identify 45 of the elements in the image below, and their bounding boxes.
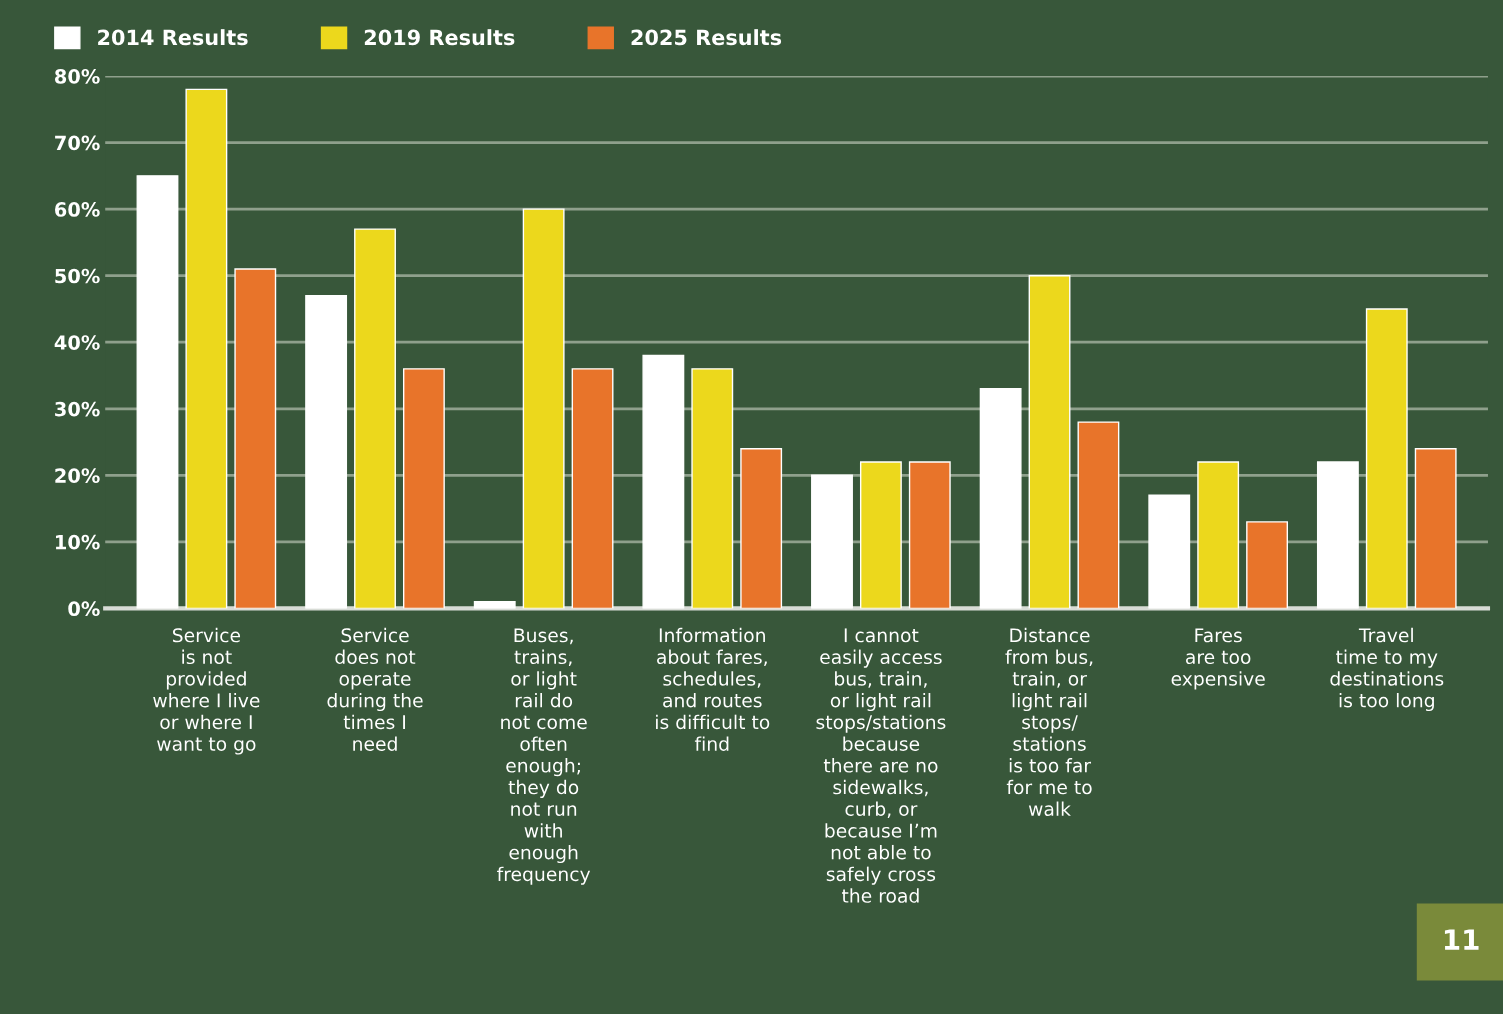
text: 11 (1444, 929, 1479, 950)
x-tick-label: Fares are too expensive (1171, 628, 1265, 690)
bar (1028, 274, 1071, 609)
y-tick-label: 30% (55, 401, 100, 417)
bar (402, 368, 445, 609)
bar (305, 294, 348, 609)
x-tick-label: Service is not provided where I live or where I want to go (153, 627, 260, 755)
legend-label: 2019 Results (364, 29, 515, 46)
legend-label: 2025 Results (631, 29, 782, 46)
bar (185, 88, 228, 609)
bar (136, 175, 179, 609)
x-tick-label: Information about fares, schedules, and routes is difficult to find (656, 627, 770, 751)
bar (1077, 421, 1120, 609)
bar (642, 354, 685, 609)
y-tick-label: 60% (55, 202, 100, 217)
y-tick-label: 0% (68, 601, 100, 617)
legend-label: 2014 Results (98, 29, 248, 46)
category-label: I cannot easily access bus, train, or light rail stops/stations because there are no sidewalks, curb, or because I’m not able to safely cross the road (816, 628, 946, 903)
y-tick-label: 50% (55, 268, 100, 284)
bar (522, 208, 565, 609)
bar (1365, 308, 1408, 609)
x-tick-label: Travel time to my destinations is too long (1330, 627, 1444, 712)
y-tick-label: 10% (56, 534, 100, 550)
x-tick-label: Service does not operate during the times I need (327, 627, 423, 751)
bar (1148, 494, 1191, 609)
y-tick-label: 20% (55, 468, 100, 483)
y-tick-label: 70% (55, 135, 100, 151)
category-label: Distance from bus, train, or light rail stops/ stations is too far for me to walk (1005, 627, 1093, 817)
bar (234, 268, 277, 609)
y-tick-label: 80% (54, 69, 100, 84)
bar (1197, 461, 1240, 609)
y-tick-label: 40% (54, 335, 100, 350)
bar (811, 474, 853, 609)
bar (1316, 461, 1359, 609)
bar (473, 601, 516, 609)
bar (571, 368, 614, 609)
bar (740, 447, 783, 609)
bar (1246, 521, 1288, 609)
bar (354, 228, 396, 609)
bar (859, 461, 902, 609)
bar (1414, 447, 1457, 609)
bar (979, 388, 1022, 609)
bar (908, 461, 951, 609)
category-label: Buses, trains, or light rail do not come often enough; they do not run with enough frequency (497, 628, 591, 885)
bar (691, 368, 734, 609)
